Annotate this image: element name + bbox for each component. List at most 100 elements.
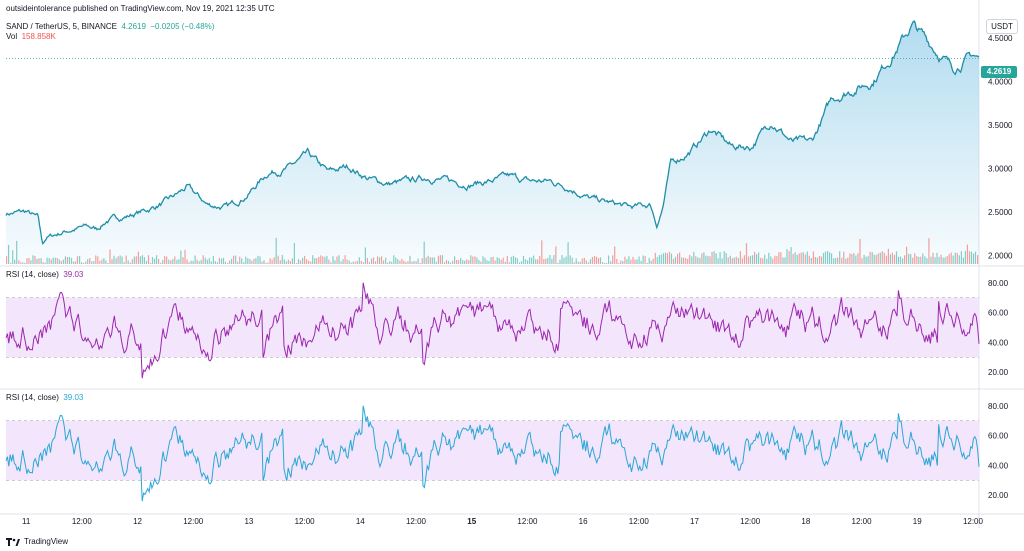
volume-bar — [891, 252, 893, 264]
volume-bar — [50, 259, 52, 264]
volume-bar — [597, 258, 600, 264]
volume-bar — [533, 255, 535, 264]
volume-bar — [756, 254, 758, 264]
volume-bar — [83, 263, 85, 264]
volume-bar — [711, 252, 713, 264]
volume-bar — [419, 262, 421, 264]
volume-bar — [569, 255, 571, 264]
volume-bar — [271, 259, 273, 264]
volume-bar — [366, 258, 368, 264]
volume-bar — [214, 261, 216, 264]
volume-bar — [784, 257, 786, 264]
volume-bar — [395, 257, 397, 264]
volume-bar — [170, 260, 172, 264]
volume-bar — [304, 255, 306, 264]
volume-bar — [952, 255, 954, 264]
volume-bar — [504, 261, 506, 264]
volume-bar — [908, 253, 910, 264]
volume-bar — [962, 257, 964, 264]
volume-bar — [34, 256, 36, 264]
volume-bar — [699, 258, 701, 264]
volume-bar — [433, 257, 435, 264]
volume-bar — [926, 258, 928, 264]
time-tick-label: 11 — [22, 517, 31, 526]
price-tick-label: 3.0000 — [988, 164, 1013, 173]
volume-bar — [650, 260, 652, 264]
volume-bar — [879, 252, 881, 264]
volume-bar — [547, 258, 549, 264]
volume-bar — [595, 256, 598, 264]
volume-bar — [58, 259, 60, 264]
volume-bar — [231, 258, 233, 264]
volume-bar — [277, 255, 279, 264]
volume-bar — [812, 251, 814, 264]
volume-bar — [824, 251, 827, 264]
volume-bar — [6, 256, 8, 264]
volume-bar — [137, 251, 139, 264]
time-tick-label: 18 — [801, 517, 810, 526]
volume-bar — [883, 252, 885, 264]
volume-bar — [135, 256, 137, 264]
volume-bar — [372, 257, 375, 264]
volume-bar — [239, 256, 241, 264]
volume-bar — [427, 255, 429, 264]
volume-bar — [194, 255, 196, 264]
volume-bar — [624, 256, 626, 264]
volume-bar — [354, 261, 356, 264]
volume-bar — [30, 260, 32, 264]
volume-bar — [269, 258, 271, 264]
price-line — [5, 20, 980, 246]
volume-bar — [514, 257, 516, 264]
volume-bar — [143, 257, 145, 264]
volume-bar — [717, 258, 719, 264]
volume-bar — [940, 254, 942, 264]
currency-button[interactable]: USDT — [986, 19, 1018, 34]
volume-bar — [350, 262, 352, 264]
volume-bar — [210, 261, 212, 264]
volume-bar — [212, 255, 214, 264]
volume-bar — [715, 253, 717, 264]
volume-bar — [687, 258, 689, 264]
volume-bar — [500, 259, 502, 264]
volume-bar — [634, 259, 636, 264]
time-tick-label: 13 — [244, 517, 253, 526]
volume-bar — [206, 259, 208, 264]
volume-bar — [154, 258, 156, 264]
time-tick-label: 17 — [690, 517, 699, 526]
volume-bar — [849, 253, 851, 264]
volume-bar — [723, 251, 725, 264]
volume-bar — [616, 259, 618, 264]
volume-bar — [713, 251, 715, 264]
volume-bar — [831, 253, 833, 264]
volume-bar — [20, 262, 22, 264]
volume-bar — [602, 262, 604, 264]
volume-bar — [733, 257, 735, 264]
volume-bar — [662, 253, 664, 264]
volume-bar — [721, 258, 723, 264]
volume-bar — [56, 258, 58, 264]
volume-bar — [358, 257, 360, 264]
volume-bar — [865, 256, 867, 264]
volume-bar — [443, 262, 446, 264]
volume-bar — [628, 256, 630, 264]
volume-bar — [614, 246, 616, 264]
volume-bar — [409, 255, 411, 264]
volume-bar — [553, 255, 555, 264]
volume-bar — [498, 258, 500, 264]
volume-bar — [89, 258, 91, 264]
volume-bar — [336, 256, 338, 264]
volume-bar — [36, 259, 38, 264]
volume-bar — [571, 257, 573, 264]
time-tick-label: 12:00 — [963, 517, 984, 526]
volume-bar — [387, 262, 389, 264]
symbol-name: SAND / TetherUS, 5, BINANCE — [6, 22, 117, 31]
rsi-tick-label: 20.00 — [988, 368, 1009, 377]
volume-bar — [478, 260, 480, 264]
volume-bar — [229, 260, 231, 264]
volume-bar — [16, 240, 18, 264]
volume-bar — [737, 257, 739, 264]
volume-bar — [904, 255, 906, 264]
volume-bar — [452, 260, 454, 264]
volume-bar — [379, 257, 381, 264]
